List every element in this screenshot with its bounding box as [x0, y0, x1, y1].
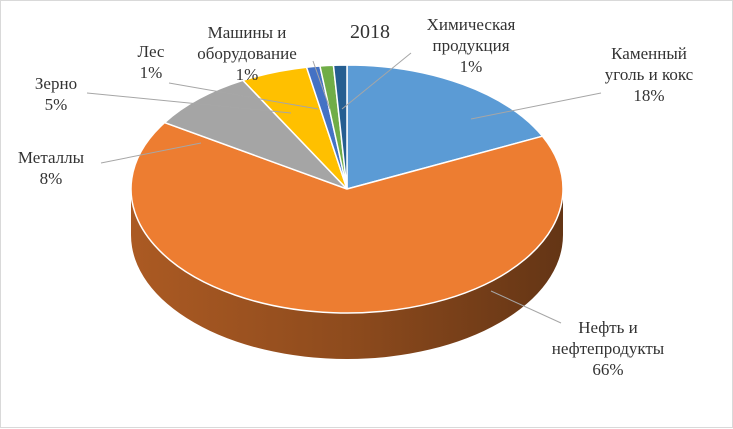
slice-label-line: 5%: [45, 95, 68, 114]
pie-slices: [130, 64, 564, 314]
slice-label-line: Зерно: [35, 74, 77, 93]
leader-line-1: [490, 290, 562, 324]
slice-label-line: Нефть и: [578, 318, 638, 337]
leader-lines: [86, 52, 602, 324]
slice-label-5: Машины и оборудование 1%: [197, 23, 297, 84]
slice-label-line: Металлы: [18, 148, 85, 167]
slice-label-line: Каменный: [611, 44, 687, 63]
pie-side-1: [131, 189, 563, 359]
slice-label-line: 8%: [40, 169, 63, 188]
slice-label-0: Каменный уголь и кокс 18%: [605, 44, 694, 105]
slice-label-2: Металлы 8%: [18, 148, 85, 188]
leader-line-6: [341, 52, 412, 110]
slice-label-4: Лес 1%: [138, 42, 165, 82]
slice-label-line: Машины и: [208, 23, 287, 42]
slice-label-line: продукция: [432, 36, 509, 55]
pie-slice-1: [130, 121, 564, 314]
slice-label-3: Зерно 5%: [35, 74, 77, 114]
slice-label-line: Лес: [138, 42, 165, 61]
slice-label-1: Нефть и нефтепродукты 66%: [552, 318, 665, 379]
slice-label-line: оборудование: [197, 44, 297, 63]
leader-line-5: [312, 60, 331, 110]
leader-line-2: [100, 142, 202, 164]
slice-labels: Каменный уголь и кокс 18% Нефть и нефтепроду…: [18, 15, 694, 379]
pie-slice-0: [346, 64, 544, 190]
slice-label-line: 18%: [633, 86, 664, 105]
slice-label-line: нефтепродукты: [552, 339, 665, 358]
leader-line-4: [168, 82, 319, 110]
slice-label-line: 1%: [236, 65, 259, 84]
slice-label-6: Химическая продукция 1%: [427, 15, 516, 76]
pie-slice-6: [332, 64, 348, 190]
leader-line-3: [86, 92, 292, 114]
leader-line-0: [470, 92, 602, 120]
slice-label-line: 1%: [140, 63, 163, 82]
slice-label-line: Химическая: [427, 15, 516, 34]
pie-slice-2: [163, 79, 348, 190]
chart-title: 2018: [350, 21, 390, 43]
slice-label-line: уголь и кокс: [605, 65, 694, 84]
slice-label-line: 66%: [592, 360, 623, 379]
pie-sides: [131, 189, 563, 359]
slice-label-line: 1%: [460, 57, 483, 76]
